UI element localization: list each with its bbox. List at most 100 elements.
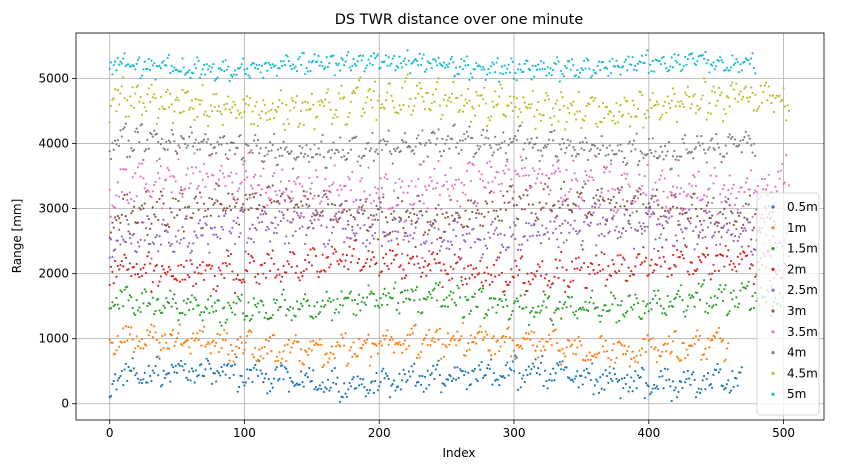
data-point: [309, 69, 312, 73]
data-point: [293, 180, 296, 183]
data-point: [786, 104, 789, 107]
data-point: [119, 374, 122, 378]
data-point: [360, 206, 363, 209]
legend-label: 2m: [787, 262, 806, 276]
data-point: [111, 270, 114, 273]
data-point: [568, 111, 571, 115]
data-point: [406, 49, 409, 52]
data-point: [382, 256, 385, 259]
data-point: [278, 154, 281, 157]
data-point: [181, 311, 184, 315]
data-point: [650, 106, 653, 110]
data-point: [426, 369, 429, 372]
data-point: [592, 355, 595, 358]
data-point: [136, 84, 140, 87]
data-point: [626, 69, 629, 72]
data-point: [639, 193, 642, 196]
data-point: [382, 196, 385, 199]
data-point: [671, 380, 675, 383]
data-point: [665, 350, 668, 353]
data-point: [671, 155, 675, 158]
data-point: [438, 261, 441, 264]
data-point: [212, 174, 215, 177]
data-point: [181, 365, 184, 368]
data-point: [405, 274, 408, 277]
data-point: [262, 304, 265, 307]
data-point: [677, 289, 680, 292]
data-point: [485, 129, 489, 132]
data-point: [719, 153, 722, 156]
data-point: [196, 236, 199, 239]
data-point: [533, 365, 536, 368]
data-point: [320, 305, 323, 308]
data-point: [504, 164, 508, 167]
data-point: [724, 112, 727, 115]
data-point: [153, 325, 156, 328]
data-point: [717, 212, 720, 215]
data-point: [266, 153, 269, 156]
data-point: [607, 357, 610, 360]
data-point: [487, 137, 490, 140]
data-point: [725, 231, 729, 234]
data-point: [692, 371, 695, 374]
data-point: [353, 234, 357, 237]
data-point: [746, 254, 749, 257]
data-point: [561, 266, 564, 269]
data-point: [525, 105, 528, 109]
data-point: [615, 272, 618, 275]
data-point: [279, 60, 282, 63]
data-point: [636, 163, 640, 167]
data-point: [220, 273, 223, 276]
data-point: [669, 352, 672, 355]
data-point: [479, 259, 482, 263]
data-point: [543, 277, 547, 280]
data-point: [386, 140, 389, 143]
data-point: [361, 107, 365, 110]
data-point: [283, 344, 286, 347]
data-point: [415, 220, 419, 223]
data-point: [512, 276, 516, 279]
data-point: [460, 223, 463, 226]
data-point: [405, 297, 408, 300]
data-point: [109, 157, 113, 161]
data-point: [196, 56, 199, 59]
data-point: [550, 172, 553, 176]
data-point: [345, 123, 348, 126]
data-point: [468, 312, 471, 316]
data-point: [534, 64, 537, 68]
data-point: [450, 379, 454, 382]
data-point: [392, 189, 396, 192]
data-point: [546, 297, 549, 300]
data-point: [333, 311, 336, 314]
data-point: [539, 149, 543, 152]
data-point: [446, 134, 450, 138]
data-point: [193, 141, 196, 144]
data-point: [161, 311, 164, 314]
data-point: [277, 105, 280, 109]
data-point: [553, 379, 556, 382]
data-point: [326, 88, 330, 91]
data-point: [376, 208, 379, 211]
data-point: [130, 65, 133, 68]
data-point: [357, 293, 361, 296]
data-point: [459, 65, 462, 68]
data-point: [689, 216, 692, 220]
data-point: [506, 361, 509, 364]
data-point: [701, 283, 704, 286]
data-point: [465, 349, 468, 352]
data-point: [467, 199, 470, 202]
data-point: [550, 123, 553, 126]
data-point: [480, 330, 483, 334]
data-point: [580, 197, 583, 200]
data-point: [403, 289, 406, 292]
data-point: [521, 255, 524, 258]
data-point: [724, 216, 727, 220]
data-point: [456, 141, 459, 145]
data-point: [456, 330, 459, 333]
data-point: [615, 152, 618, 156]
data-point: [487, 231, 490, 234]
data-point: [572, 159, 575, 162]
data-point: [166, 148, 169, 151]
data-point: [379, 201, 382, 204]
